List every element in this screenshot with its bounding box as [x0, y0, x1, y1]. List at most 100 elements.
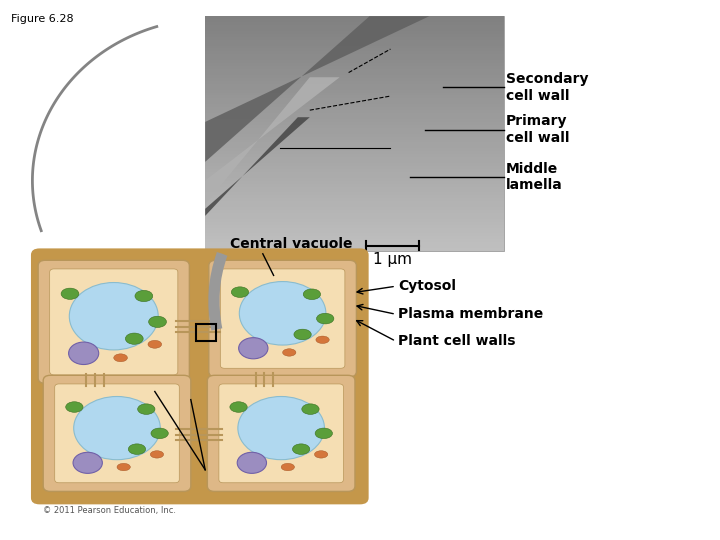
- Bar: [205, 102, 504, 104]
- Bar: [205, 110, 504, 113]
- FancyBboxPatch shape: [207, 375, 355, 491]
- Bar: [205, 55, 504, 57]
- Text: Secondary
cell wall: Secondary cell wall: [506, 72, 589, 103]
- Bar: [205, 19, 504, 22]
- Bar: [205, 69, 504, 72]
- Bar: [196, 324, 216, 341]
- Text: Plant cell walls: Plant cell walls: [398, 334, 516, 348]
- Ellipse shape: [281, 463, 294, 471]
- Bar: [205, 96, 504, 98]
- Bar: [205, 157, 504, 160]
- FancyBboxPatch shape: [50, 269, 178, 375]
- Bar: [205, 22, 504, 25]
- Bar: [205, 57, 504, 60]
- Ellipse shape: [73, 396, 161, 460]
- FancyBboxPatch shape: [220, 269, 345, 368]
- Ellipse shape: [238, 396, 325, 460]
- Bar: [205, 45, 504, 49]
- Bar: [205, 63, 504, 66]
- Bar: [205, 78, 504, 81]
- Bar: [205, 207, 504, 210]
- Text: Plasmodesmata: Plasmodesmata: [176, 485, 301, 499]
- Ellipse shape: [68, 342, 99, 364]
- Bar: [205, 233, 504, 237]
- Bar: [205, 198, 504, 201]
- Bar: [205, 248, 504, 251]
- Ellipse shape: [230, 402, 247, 413]
- Bar: [205, 175, 504, 178]
- Bar: [205, 84, 504, 86]
- Bar: [205, 119, 504, 122]
- Ellipse shape: [61, 288, 79, 299]
- Text: Cytosol: Cytosol: [398, 279, 456, 293]
- Text: Middle
lamella: Middle lamella: [506, 162, 563, 192]
- Bar: [205, 37, 504, 39]
- Bar: [205, 107, 504, 110]
- Ellipse shape: [316, 336, 329, 343]
- Ellipse shape: [151, 428, 168, 438]
- Bar: [205, 228, 504, 231]
- Ellipse shape: [303, 289, 320, 300]
- Bar: [205, 213, 504, 216]
- Ellipse shape: [292, 444, 310, 455]
- Text: Figure 6.28: Figure 6.28: [11, 14, 73, 24]
- Ellipse shape: [150, 451, 163, 458]
- FancyBboxPatch shape: [219, 384, 343, 483]
- Bar: [205, 169, 504, 172]
- Bar: [205, 172, 504, 175]
- Bar: [205, 192, 504, 195]
- FancyBboxPatch shape: [38, 260, 189, 383]
- Bar: [205, 90, 504, 92]
- Bar: [205, 16, 504, 19]
- Bar: [205, 86, 504, 90]
- Bar: [205, 186, 504, 190]
- Ellipse shape: [73, 453, 102, 474]
- Bar: [205, 143, 504, 145]
- Bar: [205, 154, 504, 157]
- Bar: [205, 216, 504, 219]
- Bar: [205, 16, 504, 251]
- Ellipse shape: [69, 282, 158, 350]
- Bar: [205, 81, 504, 84]
- Polygon shape: [205, 117, 310, 216]
- Ellipse shape: [302, 404, 319, 414]
- Bar: [205, 184, 504, 186]
- Bar: [205, 210, 504, 213]
- Ellipse shape: [114, 354, 127, 362]
- Bar: [205, 92, 504, 96]
- Bar: [205, 116, 504, 119]
- FancyBboxPatch shape: [43, 375, 191, 491]
- Text: Plasma membrane: Plasma membrane: [398, 307, 544, 321]
- Bar: [205, 128, 504, 131]
- Text: © 2011 Pearson Education, Inc.: © 2011 Pearson Education, Inc.: [43, 506, 176, 515]
- Bar: [205, 245, 504, 248]
- Ellipse shape: [148, 340, 162, 348]
- Bar: [205, 49, 504, 51]
- Ellipse shape: [315, 428, 333, 438]
- Bar: [205, 237, 504, 239]
- Text: Central vacuole: Central vacuole: [230, 237, 353, 251]
- Bar: [205, 231, 504, 233]
- Bar: [205, 72, 504, 75]
- Ellipse shape: [317, 313, 334, 324]
- Bar: [205, 225, 504, 228]
- Bar: [205, 137, 504, 139]
- Ellipse shape: [66, 402, 83, 413]
- Bar: [205, 28, 504, 31]
- Ellipse shape: [315, 451, 328, 458]
- Text: 1 μm: 1 μm: [373, 252, 412, 267]
- Bar: [205, 204, 504, 207]
- Bar: [205, 148, 504, 151]
- Bar: [205, 131, 504, 134]
- FancyBboxPatch shape: [55, 384, 179, 483]
- Bar: [205, 219, 504, 222]
- Ellipse shape: [125, 333, 143, 345]
- Bar: [205, 145, 504, 149]
- Bar: [205, 122, 504, 125]
- Ellipse shape: [239, 281, 326, 345]
- Bar: [205, 195, 504, 198]
- Bar: [205, 51, 504, 55]
- Bar: [205, 113, 504, 116]
- Bar: [205, 151, 504, 154]
- Bar: [205, 222, 504, 225]
